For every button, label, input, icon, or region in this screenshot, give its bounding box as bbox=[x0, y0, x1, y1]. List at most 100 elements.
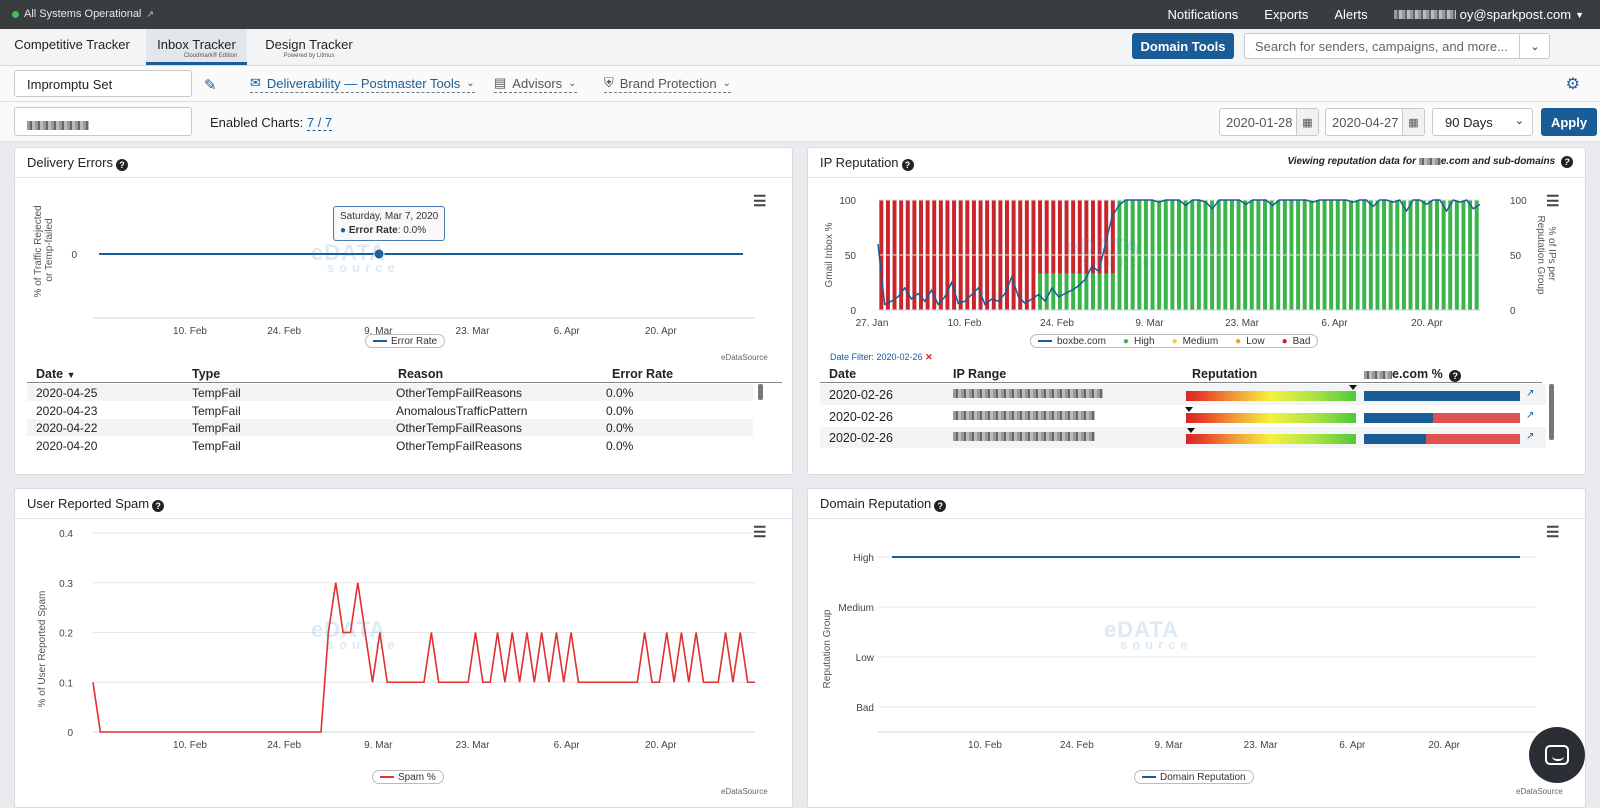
tab-inbox-tracker[interactable]: Inbox Tracker Cloudmark® Edition bbox=[146, 29, 247, 65]
tab-competitive-tracker[interactable]: Competitive Tracker bbox=[0, 29, 144, 65]
domain-share-bar bbox=[1364, 434, 1520, 444]
col-type: Type bbox=[192, 367, 221, 381]
panel-header: Domain Reputation? bbox=[808, 489, 1585, 519]
chart-credit: eDataSource bbox=[1516, 787, 1563, 796]
table-header-rule bbox=[820, 382, 1542, 383]
sort-desc-icon: ▼ bbox=[66, 370, 76, 380]
redacted-ip-range bbox=[953, 389, 1103, 398]
notifications-link[interactable]: Notifications bbox=[1167, 7, 1239, 22]
chart-menu-icon[interactable]: ☰ bbox=[753, 524, 767, 541]
table-row[interactable]: 2020-04-20 TempFail OtherTempFailReasons 0.… bbox=[27, 437, 753, 454]
apply-button[interactable]: Apply bbox=[1541, 108, 1597, 136]
legend-low[interactable]: Low bbox=[1246, 335, 1265, 347]
search-dropdown-button[interactable]: ⌄ bbox=[1519, 33, 1550, 59]
deliverability-menu[interactable]: ✉ Deliverability — Postmaster Tools ⌄ bbox=[250, 75, 475, 93]
help-icon[interactable]: ? bbox=[1449, 370, 1462, 382]
tab-design-tracker[interactable]: Design Tracker Powered by Litmus bbox=[252, 29, 366, 65]
chart-menu-icon[interactable]: ☰ bbox=[1546, 524, 1560, 541]
chart-menu-icon[interactable]: ☰ bbox=[1546, 193, 1560, 210]
chat-launcher-button[interactable] bbox=[1529, 727, 1585, 783]
external-link-icon[interactable]: ↗ bbox=[1526, 409, 1535, 421]
exports-link[interactable]: Exports bbox=[1264, 7, 1309, 22]
cell-date: 2020-04-23 bbox=[36, 403, 98, 418]
end-date-input[interactable]: 2020-04-27 ▦ bbox=[1325, 108, 1425, 136]
gear-icon[interactable]: ⚙ bbox=[1565, 76, 1580, 93]
alerts-link[interactable]: Alerts bbox=[1334, 7, 1368, 22]
table-row[interactable]: 2020-02-26 ↗ bbox=[820, 406, 1546, 427]
col-date[interactable]: Date ▼ bbox=[36, 367, 76, 381]
x-tick-label: 9. Mar bbox=[1135, 318, 1164, 329]
y-tick-label: Medium bbox=[838, 603, 874, 614]
help-icon[interactable]: ? bbox=[115, 159, 128, 171]
help-icon[interactable]: ? bbox=[934, 500, 947, 512]
x-tick-label: 23. Mar bbox=[456, 326, 491, 337]
x-tick-label: 6. Apr bbox=[1321, 318, 1348, 329]
external-link-icon[interactable]: ↗ bbox=[1526, 388, 1535, 399]
bar-bad bbox=[1110, 200, 1115, 274]
legend-medium[interactable]: Medium bbox=[1182, 335, 1219, 347]
chart-legend[interactable]: Spam % bbox=[372, 770, 444, 784]
range-select[interactable]: 90 Days ⌄ bbox=[1432, 108, 1533, 136]
bar-high bbox=[1097, 273, 1102, 310]
user-menu[interactable]: oy@sparkpost.com ▼ bbox=[1393, 7, 1584, 22]
bar-high bbox=[1084, 273, 1089, 310]
cell-type: TempFail bbox=[192, 421, 241, 435]
x-tick-label: 24. Feb bbox=[1040, 318, 1074, 329]
search-input[interactable]: Search for senders, campaigns, and more.… bbox=[1244, 33, 1550, 59]
help-icon[interactable]: ? bbox=[152, 500, 165, 512]
table-row[interactable]: 2020-02-26 ↗ bbox=[820, 384, 1546, 405]
calendar-icon[interactable]: ▦ bbox=[1402, 109, 1424, 135]
table-row[interactable]: 2020-04-22 TempFail OtherTempFailReasons 0.… bbox=[27, 419, 753, 436]
cell-error-rate: 0.0% bbox=[606, 421, 634, 435]
legend-bad[interactable]: Bad bbox=[1292, 335, 1311, 347]
reputation-marker-icon bbox=[1348, 385, 1357, 390]
table-scrollbar[interactable] bbox=[1549, 384, 1554, 440]
legend-high[interactable]: High bbox=[1133, 335, 1155, 347]
cell-reason: AnomalousTrafficPattern bbox=[396, 403, 528, 418]
x-tick-label: 23. Mar bbox=[1244, 740, 1279, 751]
date-filter[interactable]: Date Filter: 2020-02-26 ✕ bbox=[830, 352, 933, 363]
help-icon[interactable]: ? bbox=[901, 159, 914, 171]
chart-menu-icon[interactable]: ☰ bbox=[753, 193, 767, 210]
y2-tick-label: 100 bbox=[1510, 196, 1527, 207]
clear-filter-icon[interactable]: ✕ bbox=[925, 352, 933, 362]
help-icon[interactable]: ? bbox=[1561, 156, 1573, 168]
sender-filter-input[interactable] bbox=[14, 107, 192, 136]
panel-title: Delivery Errors bbox=[27, 155, 113, 170]
calendar-icon[interactable]: ▦ bbox=[1296, 109, 1318, 135]
brand-protection-menu[interactable]: ⛨ Brand Protection ⌄ bbox=[604, 75, 731, 93]
external-link-icon[interactable]: ↗ bbox=[1526, 431, 1535, 442]
cell-date: 2020-02-26 bbox=[829, 409, 893, 424]
bar-bad bbox=[1044, 200, 1049, 274]
x-axis-ticks: 10. Feb 24. Feb 9. Mar 23. Mar 6. Apr 20. Apr bbox=[968, 740, 1461, 751]
table-row[interactable]: 2020-04-23 TempFail AnomalousTrafficPatter… bbox=[27, 402, 753, 419]
y-tick-label: 0 bbox=[67, 728, 73, 739]
delivery-errors-table: Date ▼ Type Reason Error Rate 2020-04-25… bbox=[27, 365, 782, 465]
enabled-charts-link[interactable]: 7 / 7 bbox=[306, 115, 333, 131]
ip-reputation-panel: IP Reputation? Viewing reputation data f… bbox=[807, 147, 1586, 475]
cell-type: TempFail bbox=[192, 403, 241, 418]
edit-icon[interactable]: ✎ bbox=[204, 77, 217, 94]
legend-boxbe[interactable]: boxbe.com bbox=[1057, 335, 1106, 347]
start-date-input[interactable]: 2020-01-28 ▦ bbox=[1219, 108, 1319, 136]
table-row[interactable]: 2020-04-25 TempFail OtherTempFailReasons 0.… bbox=[27, 384, 753, 401]
table-scrollbar[interactable] bbox=[758, 384, 763, 400]
domain-tools-button[interactable]: Domain Tools bbox=[1132, 33, 1234, 59]
set-name-input[interactable]: Impromptu Set bbox=[14, 70, 192, 97]
chart-legend: boxbe.com ● High ● Medium ● Low ● Bad bbox=[1030, 334, 1319, 348]
chart-legend[interactable]: Domain Reputation bbox=[1134, 770, 1254, 784]
bar-bad bbox=[1097, 200, 1102, 274]
table-row[interactable]: 2020-02-26 ↗ bbox=[820, 427, 1546, 448]
cell-error-rate: 0.0% bbox=[606, 403, 634, 418]
bar-high bbox=[1044, 273, 1049, 310]
bar-high bbox=[1064, 273, 1069, 310]
error-rate-series bbox=[99, 248, 743, 260]
y-axis-right-label: % of IPs per Reputation Group bbox=[1535, 216, 1557, 295]
system-status[interactable]: All Systems Operational ↗ bbox=[12, 8, 154, 20]
legend-dot-icon: ● bbox=[1281, 335, 1288, 347]
grid bbox=[93, 532, 755, 733]
chart-tooltip: Saturday, Mar 7, 2020 ● Error Rate: 0.0% bbox=[333, 206, 446, 241]
y-axis-right-label-line2: Reputation Group bbox=[1535, 216, 1546, 295]
chart-legend[interactable]: Error Rate bbox=[365, 334, 446, 348]
advisors-menu[interactable]: ▤ Advisors ⌄ bbox=[494, 75, 577, 93]
